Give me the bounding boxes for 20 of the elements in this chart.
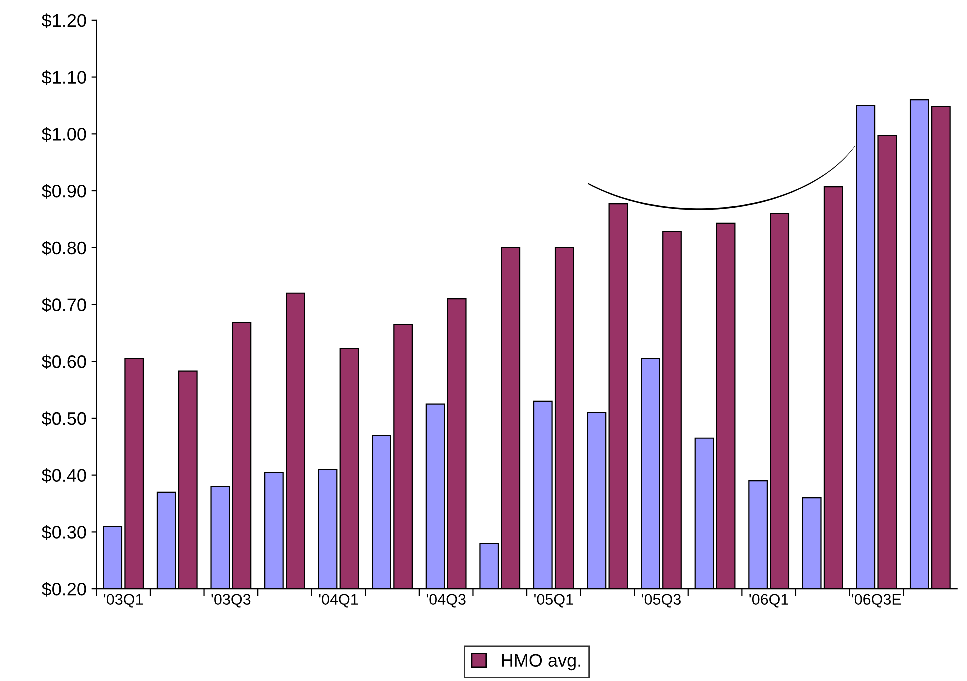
y-tick-label: $1.10 bbox=[42, 70, 86, 86]
x-tick-label: '04Q3 bbox=[426, 594, 466, 608]
x-tick-label: '03Q1 bbox=[104, 594, 143, 608]
y-tick-label: $0.30 bbox=[42, 525, 86, 540]
legend-label: HMO avg. bbox=[502, 654, 580, 671]
y-tick-label: $0.90 bbox=[42, 184, 86, 199]
y-tick-label: $0.40 bbox=[42, 468, 86, 484]
y-tick-label: $1.00 bbox=[42, 127, 86, 142]
x-tick-label: '05Q3 bbox=[642, 594, 681, 608]
x-tick-label: '05Q1 bbox=[534, 594, 574, 608]
y-tick-label: $0.70 bbox=[42, 298, 86, 313]
y-tick-label: $0.60 bbox=[42, 354, 86, 370]
x-tick-label: '04Q1 bbox=[319, 594, 358, 608]
y-tick-label: $0.80 bbox=[42, 241, 86, 256]
y-tick-label: $0.20 bbox=[42, 582, 86, 597]
x-tick-label: '06Q3E bbox=[852, 594, 902, 608]
y-tick-label: $1.20 bbox=[42, 14, 86, 28]
x-tick-label: '03Q3 bbox=[212, 594, 251, 608]
y-tick-label: $0.50 bbox=[42, 412, 86, 426]
x-tick-label: '06Q1 bbox=[750, 594, 788, 608]
